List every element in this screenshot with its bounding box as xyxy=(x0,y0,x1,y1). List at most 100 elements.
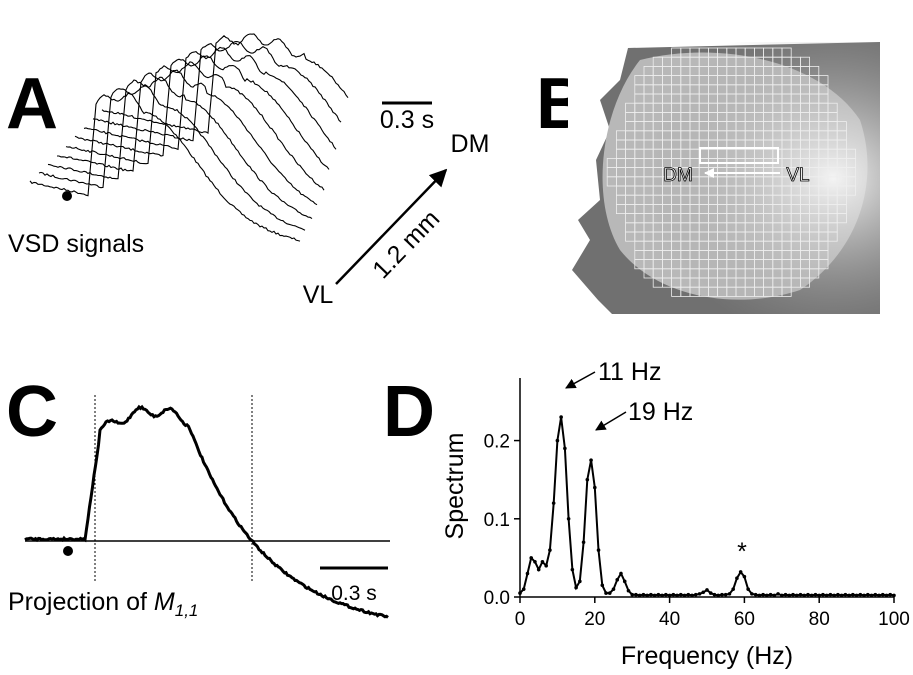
spectrum-point xyxy=(649,592,653,597)
spectrum-point xyxy=(626,588,631,593)
spectrum-point xyxy=(551,501,556,505)
spectrum-point xyxy=(574,585,578,590)
vl-label: VL xyxy=(303,281,334,309)
diode-cell xyxy=(809,268,820,279)
diode-cell xyxy=(827,231,838,242)
x-tick-label: 100 xyxy=(878,609,910,630)
stimulus-dot xyxy=(63,546,73,556)
spectrum-point xyxy=(768,592,773,597)
spectrum-point xyxy=(824,593,829,598)
spectrum-point xyxy=(585,477,590,482)
spectrum-point xyxy=(604,591,608,595)
spectrum-point xyxy=(566,516,571,521)
spectrum-point xyxy=(675,593,679,598)
y-axis-label: Spectrum xyxy=(441,433,469,540)
annotation-arrow xyxy=(595,411,627,431)
spectrum-point xyxy=(712,592,717,597)
projection-trace xyxy=(24,404,389,619)
spectrum-point xyxy=(533,560,537,564)
panel-c: C 0.3 s Projection of M1,1 xyxy=(6,372,390,620)
spectrum-point xyxy=(708,591,713,595)
x-tick-label: 0 xyxy=(515,609,526,630)
spectrum-point xyxy=(888,592,893,597)
x-tick-label: 80 xyxy=(809,609,830,630)
spectrum-point xyxy=(851,592,855,597)
spectrum-point xyxy=(622,579,627,584)
spectrum-point xyxy=(783,592,788,597)
annotation: * xyxy=(737,538,747,566)
roi-box xyxy=(699,147,779,164)
spectrum-point xyxy=(607,591,612,595)
diode-cell xyxy=(836,213,847,224)
spectrum-point xyxy=(742,574,747,579)
spectrum-point xyxy=(772,593,777,598)
spectrum-point xyxy=(727,592,732,596)
panel-letter: D xyxy=(383,372,435,452)
caption-text: Projection of xyxy=(8,588,147,616)
scale-label: 0.3 s xyxy=(380,106,434,134)
diode-cell xyxy=(781,286,792,297)
stimulus-dot xyxy=(62,191,72,201)
vsd-trace xyxy=(101,33,349,135)
scale-label: 0.3 s xyxy=(331,582,377,605)
spectrum-point xyxy=(880,592,885,597)
spectrum-point xyxy=(690,593,694,598)
spectrum-point xyxy=(794,593,799,598)
axis-arrow xyxy=(335,168,448,285)
spectrum-point xyxy=(686,592,691,597)
spectrum-point xyxy=(869,593,874,598)
spectrum-point xyxy=(716,593,721,598)
x-tick-label: 60 xyxy=(734,609,755,630)
x-axis-label: Frequency (Hz) xyxy=(621,642,793,670)
spectrum-point xyxy=(634,592,638,597)
spectrum-point xyxy=(884,593,889,598)
diode-grid xyxy=(606,47,857,297)
spectrum-point xyxy=(787,593,792,598)
spectrum-point xyxy=(817,593,821,598)
spectrum-point xyxy=(738,570,743,574)
spectrum-point xyxy=(836,592,840,597)
panel-d: D Spectrum Frequency (Hz) 0.0 0.1 0.2 0 20 40… xyxy=(383,358,910,670)
dm-label: DM xyxy=(663,165,693,186)
spectrum-point xyxy=(682,593,687,598)
spectrum-point xyxy=(652,593,657,598)
spectrum-point xyxy=(757,593,762,598)
annotation: 19 Hz xyxy=(628,398,693,426)
diode-cell xyxy=(800,277,811,288)
panel-a: A 0.3 s DM VL 1.2 mm VSD signals xyxy=(6,33,489,309)
spectrum-point xyxy=(559,415,563,419)
spectrum-point xyxy=(828,592,833,597)
x-tick-label: 40 xyxy=(659,609,680,630)
vsd-trace xyxy=(38,84,306,231)
spectrum-point xyxy=(723,592,728,597)
spectrum-point xyxy=(589,458,593,462)
spectrum-point xyxy=(664,592,668,597)
diode-cell xyxy=(818,259,829,270)
spectrum-point xyxy=(809,593,814,598)
spectrum-point xyxy=(806,592,810,597)
spectrum-point xyxy=(753,592,758,597)
spectrum-point xyxy=(798,592,803,597)
spectrum-point xyxy=(540,560,545,564)
spectrum-point xyxy=(802,593,807,598)
diode-cell xyxy=(846,185,857,196)
annotation-arrow xyxy=(565,371,596,389)
caption-symbol: M xyxy=(154,588,175,616)
spectrum-point xyxy=(750,592,754,596)
vsd-trace xyxy=(47,76,313,220)
spectrum-point xyxy=(892,593,896,598)
caption: Projection of M1,1 xyxy=(8,588,198,620)
spectrum-point xyxy=(656,592,661,597)
y-tick-label: 0.0 xyxy=(484,588,510,609)
spectrum-point xyxy=(521,587,526,591)
spectrum-point xyxy=(854,593,859,598)
spectrum-point xyxy=(776,592,780,596)
spectrum-point xyxy=(596,548,601,552)
spectrum-point xyxy=(536,567,541,572)
spectrum-point xyxy=(581,540,586,545)
panel-letter: A xyxy=(6,64,58,144)
y-tick-label: 0.2 xyxy=(484,432,510,453)
spectrum-point xyxy=(563,446,567,451)
spectrum-point xyxy=(529,556,534,560)
spectrum-point xyxy=(555,438,560,443)
